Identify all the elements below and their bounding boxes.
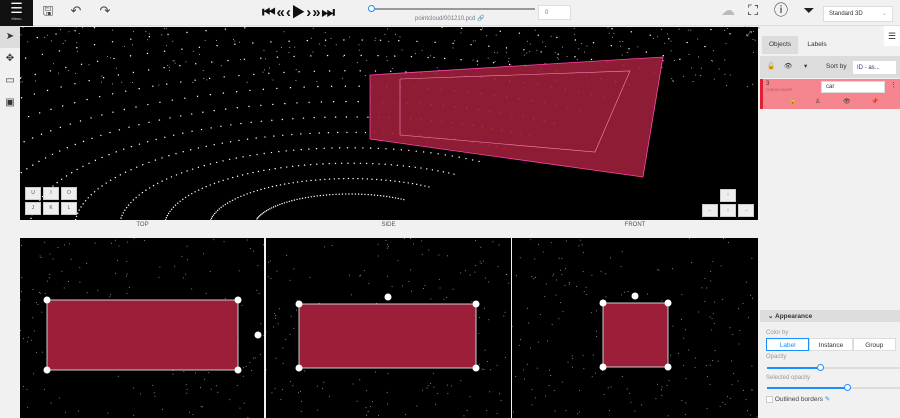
collapse-all-icon[interactable]: ▾	[804, 63, 808, 70]
chevron-icon: ⌄	[768, 313, 776, 320]
cuboid-3d[interactable]	[369, 56, 664, 178]
slider-handle[interactable]	[368, 5, 375, 12]
key-j[interactable]: J	[25, 202, 41, 215]
cuboid-top-projection[interactable]	[46, 299, 239, 371]
arrow-right-key[interactable]: →	[738, 204, 754, 217]
tab-labels[interactable]: Labels	[807, 41, 827, 48]
color-by-group: Label Instance Group	[766, 338, 896, 351]
arrow-up-key[interactable]: ↑	[720, 189, 736, 202]
key-k[interactable]: K	[43, 202, 59, 215]
top-bar: ☰Menu 🖫Save ↶Undo ↷Redo ⏮«‹▶›»⏭ pointclo…	[0, 0, 900, 31]
frame-slider[interactable]	[368, 5, 535, 12]
resize-handles[interactable]	[43, 296, 262, 374]
color-by-label[interactable]: Label	[766, 338, 810, 351]
top-view[interactable]	[20, 238, 264, 418]
workspace-select[interactable]: Standard 3D ⌄	[823, 6, 893, 22]
player-controls[interactable]: ⏮«‹▶›»⏭	[262, 4, 337, 21]
front-view[interactable]	[512, 238, 758, 418]
resize-handles[interactable]	[295, 293, 480, 372]
color-by-group-option[interactable]: Group	[852, 338, 896, 351]
top-view-label: TOP	[136, 222, 149, 228]
side-view[interactable]	[266, 238, 511, 418]
color-by-instance[interactable]: Instance	[809, 338, 853, 351]
tab-objects[interactable]: Objects	[762, 36, 798, 54]
outlined-borders-checkbox[interactable]: Outlined borders ✎	[766, 395, 830, 403]
pin-icon[interactable]: 📌	[871, 99, 879, 105]
hamburger-icon: ☰	[10, 0, 23, 16]
objects-header: 🔓 👁 ▾ Sort by ID - as...	[760, 56, 900, 78]
resize-handles[interactable]	[599, 292, 672, 371]
collapse-sidebar-icon[interactable]: ☰	[884, 26, 900, 46]
opacity-slider[interactable]	[767, 364, 900, 371]
menu-button[interactable]: ☰ Menu	[0, 0, 33, 26]
chevron-down-icon: ⌄	[881, 11, 887, 17]
cursor-icon[interactable]: ➤	[0, 26, 20, 48]
front-view-svg	[512, 238, 758, 418]
arrow-left-key[interactable]: ←	[702, 204, 718, 217]
brain-icon: ☁	[721, 2, 735, 18]
group-icon[interactable]: ▣	[5, 97, 15, 108]
cuboid-inner-edges	[399, 70, 631, 153]
selected-opacity-slider[interactable]	[767, 384, 900, 391]
point-cloud-perspective	[20, 27, 756, 220]
checkbox[interactable]	[766, 395, 773, 403]
arrow-down-key[interactable]: ↓	[720, 204, 736, 217]
filename: pointcloud/001210.pcd 🔗	[415, 16, 485, 22]
selected-opacity-handle[interactable]	[843, 384, 851, 391]
controls-sidebar: ➤ ✥ ▭ ▣	[0, 26, 20, 418]
key-l[interactable]: L	[61, 202, 77, 215]
side-view-svg	[266, 238, 510, 417]
filter-icon: ⏷	[803, 2, 815, 18]
move-icon[interactable]: ✥	[5, 53, 15, 64]
object-item[interactable]: 3 CUBOID SHAPE car ⋮ 🔓 ♙ 👁 📌	[760, 79, 900, 109]
fullscreen-icon: ⛶	[748, 2, 758, 18]
sort-select[interactable]: ID - as...	[852, 60, 897, 75]
objects-sidebar: ☰ Objects Labels 🔓 👁 ▾ Sort by ID - as..…	[760, 26, 900, 418]
opacity-handle[interactable]	[817, 364, 825, 371]
expand-icon[interactable]: ⤢	[746, 31, 752, 38]
key-i[interactable]: I	[43, 187, 59, 200]
side-view-label: SIDE	[381, 222, 396, 228]
save-icon: 🖫	[42, 3, 54, 18]
camera-move-keys: ↑ ← ↓ →	[702, 189, 754, 217]
undo-icon: ↶	[70, 3, 82, 18]
color-picker-icon[interactable]: ✎	[824, 396, 831, 403]
cuboid-side-projection[interactable]	[298, 303, 477, 369]
lock-all-icon[interactable]: 🔓	[767, 63, 776, 70]
top-view-svg	[20, 238, 264, 418]
occluded-icon[interactable]: ♙	[815, 99, 821, 105]
key-o[interactable]: O	[61, 187, 77, 200]
link-icon[interactable]: 🔗	[477, 16, 485, 22]
lock-icon[interactable]: 🔓	[789, 99, 797, 105]
frame-input[interactable]: 0	[538, 5, 571, 20]
key-u[interactable]: U	[25, 187, 41, 200]
more-icon[interactable]: ⋮	[890, 82, 897, 89]
eye-all-icon[interactable]: 👁	[784, 63, 793, 70]
redo-icon: ↷	[99, 3, 111, 18]
object-label-select[interactable]: car	[821, 81, 885, 93]
eye-icon[interactable]: 👁	[843, 99, 851, 105]
appearance-header[interactable]: ⌄ Appearance	[760, 310, 900, 322]
cuboid-front-projection[interactable]	[602, 302, 669, 368]
draw-cuboid-icon[interactable]: ▭	[5, 75, 15, 86]
info-icon: ⓘ	[774, 2, 788, 18]
front-view-label: FRONT	[624, 222, 646, 228]
